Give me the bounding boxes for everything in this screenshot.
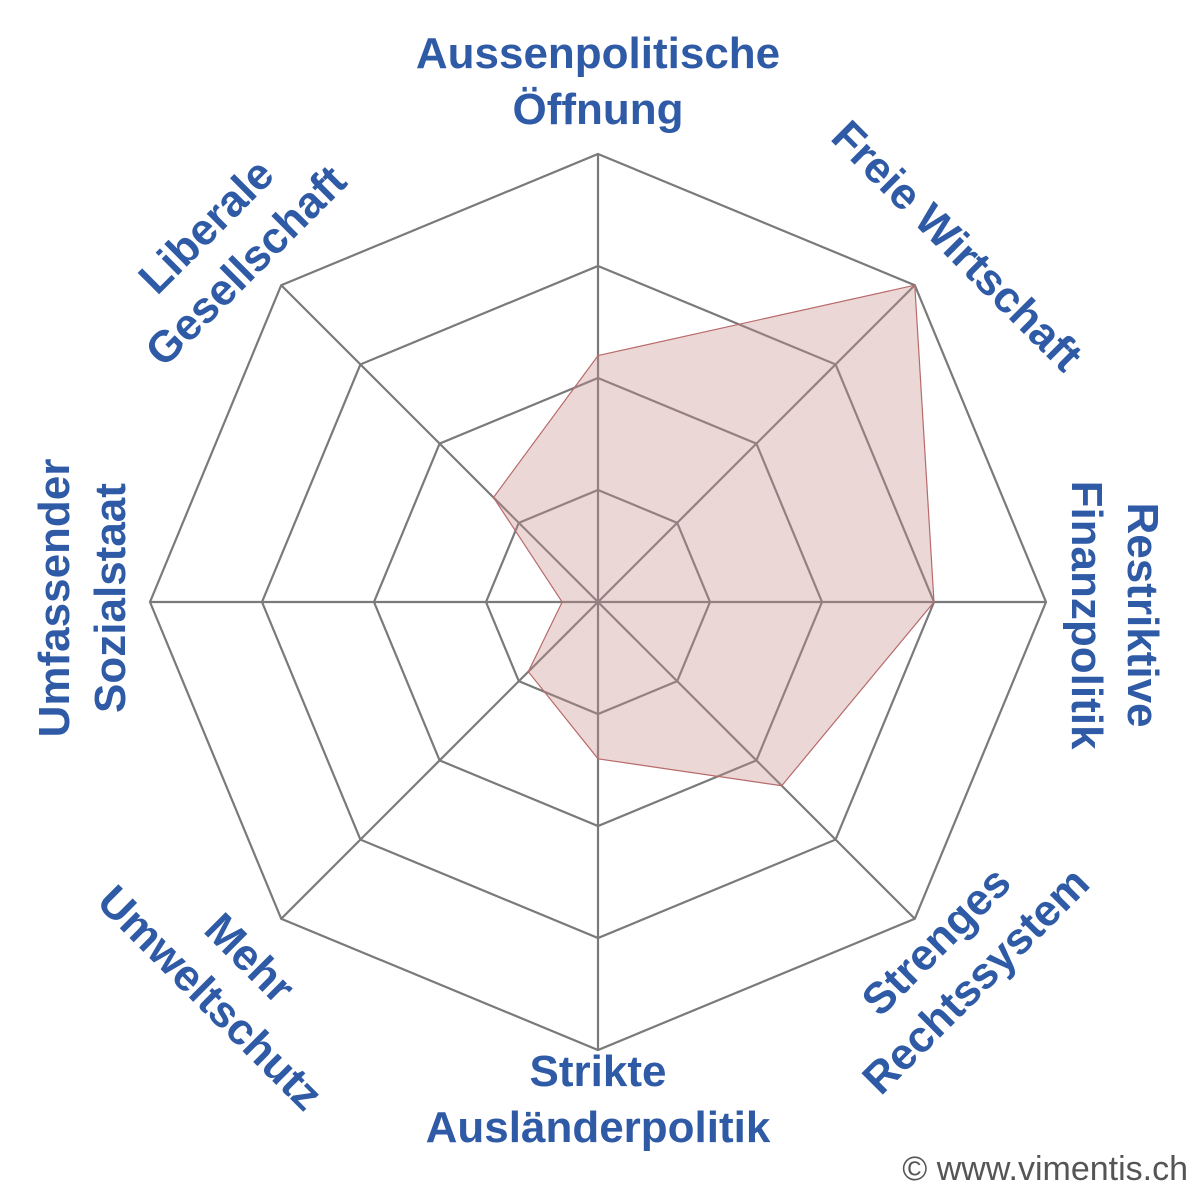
axis-label-line-auslaender-1: Ausländerpolitik xyxy=(426,1103,771,1152)
spoke-gesellschaft xyxy=(280,284,599,603)
axis-label-line-umwelt-1: Umweltschutz xyxy=(88,876,332,1120)
copyright-credit: © www.vimentis.ch xyxy=(902,1150,1188,1188)
axis-label-line-finanz-1: Finanzpolitik xyxy=(1062,481,1111,750)
axis-label-auslaender: Strikte Ausländerpolitik xyxy=(426,1047,771,1152)
axis-label-finanz: RestriktiveFinanzpolitik xyxy=(1062,481,1167,750)
spoke-wirtschaft xyxy=(597,284,916,603)
axis-label-aussen: Aussenpolitische Öffnung xyxy=(416,29,780,134)
series-area-0 xyxy=(492,284,935,787)
axis-label-text-gesellschaft: LiberaleGesellschaft xyxy=(96,116,356,376)
axis-label-line-aussen-1: Öffnung xyxy=(512,85,683,134)
axis-label-sozial: Umfassender Sozialstaat xyxy=(30,459,135,738)
spoke-recht xyxy=(597,601,916,920)
axis-label-line-sozial-1: Sozialstaat xyxy=(86,483,135,713)
axis-label-text-umwelt: MehrUmweltschutz xyxy=(88,836,371,1119)
axis-label-text-sozial: Umfassender Sozialstaat xyxy=(30,459,135,738)
axis-label-text-auslaender: Strikte Ausländerpolitik xyxy=(426,1047,771,1152)
spoke-umwelt xyxy=(280,601,599,920)
axis-label-gesellschaft: LiberaleGesellschaft xyxy=(96,116,356,376)
axis-label-text-finanz: RestriktiveFinanzpolitik xyxy=(1062,481,1167,750)
axis-label-umwelt: MehrUmweltschutz xyxy=(88,836,371,1120)
axis-label-line-auslaender-0: Strikte xyxy=(530,1047,667,1096)
axis-label-line-finanz-0: Restriktive xyxy=(1118,502,1167,727)
axis-label-line-sozial-0: Umfassender xyxy=(30,459,79,738)
axis-label-text-aussen: Aussenpolitische Öffnung xyxy=(416,29,780,134)
radar-series xyxy=(492,284,935,787)
axis-label-line-aussen-0: Aussenpolitische xyxy=(416,29,780,78)
radar-spokes xyxy=(150,154,1046,1050)
